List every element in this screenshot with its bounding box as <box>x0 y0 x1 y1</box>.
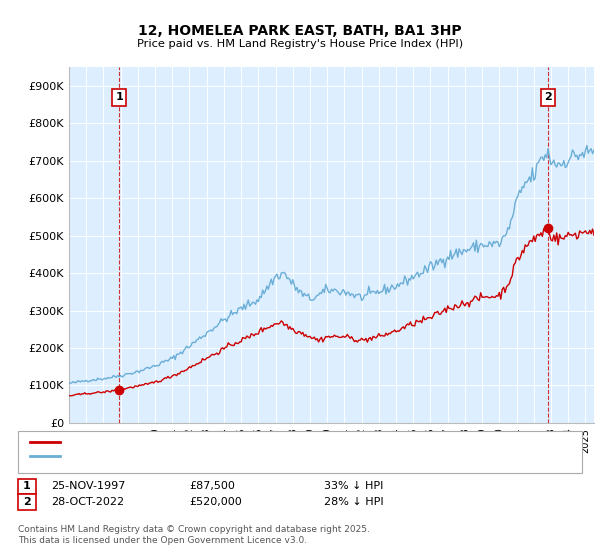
Text: 1: 1 <box>23 482 31 491</box>
Text: £87,500: £87,500 <box>189 482 235 491</box>
Text: 2: 2 <box>23 497 31 507</box>
Text: 1: 1 <box>115 92 123 102</box>
Text: Contains HM Land Registry data © Crown copyright and database right 2025.
This d: Contains HM Land Registry data © Crown c… <box>18 525 370 545</box>
Text: 33% ↓ HPI: 33% ↓ HPI <box>324 482 383 491</box>
Text: 12, HOMELEA PARK EAST, BATH, BA1 3HP: 12, HOMELEA PARK EAST, BATH, BA1 3HP <box>138 24 462 38</box>
Text: HPI: Average price, detached house, Bath and North East Somerset: HPI: Average price, detached house, Bath… <box>65 451 433 461</box>
Text: 28% ↓ HPI: 28% ↓ HPI <box>324 497 383 507</box>
Text: 28-OCT-2022: 28-OCT-2022 <box>51 497 124 507</box>
Text: 12, HOMELEA PARK EAST, BATH, BA1 3HP (detached house): 12, HOMELEA PARK EAST, BATH, BA1 3HP (de… <box>65 437 392 447</box>
Text: Price paid vs. HM Land Registry's House Price Index (HPI): Price paid vs. HM Land Registry's House … <box>137 39 463 49</box>
Text: 2: 2 <box>544 92 552 102</box>
Text: £520,000: £520,000 <box>189 497 242 507</box>
Text: 25-NOV-1997: 25-NOV-1997 <box>51 482 125 491</box>
